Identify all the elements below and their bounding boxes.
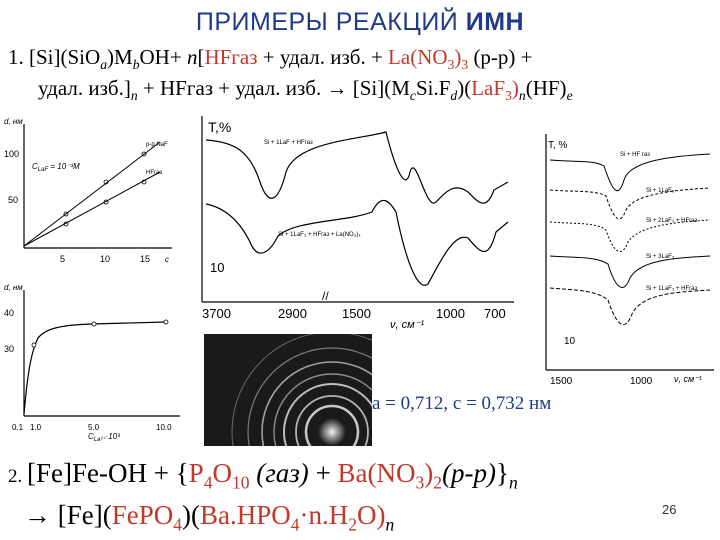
plot-1-point — [63, 211, 69, 217]
plot-2-xtick-5-0: 5.0 — [88, 423, 100, 432]
ir-2-y10: 10 — [564, 336, 576, 347]
plot-2-ytick-30: 30 — [4, 344, 14, 354]
plot-1-point — [103, 199, 109, 205]
ir-1-xtick-2900: 2900 — [278, 306, 307, 321]
diffraction-rings — [231, 334, 372, 446]
diffraction-ring — [283, 383, 372, 446]
ir-2-svg: T, % 10 Si + HF газ Si + 1LaF₃ Si + 2LaF… — [545, 134, 714, 387]
diffraction-center — [318, 418, 346, 446]
plot-1-xtick-5: 5 — [60, 254, 65, 264]
ir-spectrum-1: T,% 10 // Si + 1LaF + HFгаз Si + 1LaF₃ +… — [196, 112, 536, 334]
ir-1-curve-bottom — [205, 199, 509, 286]
plot-size-vs-concentration: d, нм 100 50 5 10 15 c CLaF = 10⁻³M p-p … — [0, 112, 178, 272]
ir-2-curve — [549, 287, 711, 326]
ir-2-xtick-1500: 1500 — [550, 376, 573, 387]
plot-1-xunit: c — [165, 255, 169, 264]
ir-1-series-bottom: Si + 1LaF₃ + HFгаз + La(NO₃)₃ — [278, 232, 361, 238]
plot-1-point — [63, 221, 69, 227]
diffraction-ring — [261, 361, 372, 446]
ir-2-curve — [549, 255, 711, 288]
ir-2-curve — [549, 153, 711, 192]
plot-1-markers — [63, 151, 147, 227]
ir-1-curve-top — [205, 131, 509, 204]
equation-2-line-1: 2. [Fe]Fe-OH + {P4O10 (газ) + Ba(NO3)2(р… — [8, 458, 518, 493]
plot-1-series-upper: p-p NaF — [146, 142, 168, 148]
ir-2-label-5: Si + 1LaF₃ + HFгаз — [646, 286, 697, 292]
ir-2-label-3: Si + 2LaF₃ + HFгаз — [646, 218, 697, 224]
slide-title: ПРИМЕРЫ РЕАКЦИЙ ИМН — [0, 8, 720, 37]
ir-1-xtick-1000: 1000 — [436, 306, 465, 321]
diffraction-ring-group — [231, 334, 372, 446]
plot-1-ytick-100: 100 — [4, 149, 19, 159]
ir-2-curve — [549, 219, 711, 253]
title-bold: ИМН — [465, 8, 525, 36]
plot-1-svg: d, нм 100 50 5 10 15 c CLaF = 10⁻³M p-p … — [4, 117, 172, 264]
ir-1-xtick-3700: 3700 — [202, 306, 231, 321]
ir-2-xtick-1000: 1000 — [630, 376, 653, 387]
equation-1-line-1: 1. [Si](SiOa)MbOH+ n[HFгаз + удал. изб. … — [8, 45, 533, 73]
plot-2-xtick-10-0: 10.0 — [156, 423, 172, 432]
ir-1-xtick-1500: 1500 — [342, 306, 371, 321]
plot-2-point — [91, 321, 97, 327]
plot-2-curve — [23, 321, 167, 415]
plot-2-point — [31, 342, 37, 348]
ir-1-ylabel: T,% — [208, 119, 231, 135]
plot-1-xtick-10: 10 — [100, 254, 110, 264]
equation-1-line-2: удал. изб.]n + HFгаз + удал. изб. → [Si]… — [38, 76, 573, 104]
plot-2-ytick-40: 40 — [4, 308, 14, 318]
lattice-parameters: a = 0,712, c = 0,732 нм — [372, 393, 552, 414]
ir-1-axis-break: // — [322, 289, 329, 303]
title-text: ПРИМЕРЫ РЕАКЦИЙ — [195, 8, 459, 36]
plot-2-point — [163, 319, 169, 325]
plot-1-point — [141, 179, 147, 185]
electron-diffraction-image — [204, 334, 372, 446]
ir-2-label-4: Si + 3LaF₃ — [646, 254, 675, 260]
diffraction-ring — [295, 395, 369, 446]
plot-1-xtick-15: 15 — [140, 254, 150, 264]
ir-2-xunit: ν, см⁻¹ — [674, 374, 702, 384]
plot-size-vs-la-concentration: d, нм 40 30 0.1 1.0 5.0 10.0 CLa³⁺·10³ — [0, 278, 186, 444]
plot-2-xtick-0-1: 0.1 — [12, 423, 24, 432]
plot-1-line-upper — [23, 141, 161, 247]
page-number: 26 — [662, 502, 677, 517]
ir-2-label-2: Si + 1LaF₃ — [646, 188, 675, 194]
plot-1-ytick-50: 50 — [8, 195, 18, 205]
ir-2-curve — [549, 187, 711, 220]
diffraction-ring — [247, 347, 372, 446]
plot-1-point — [103, 179, 109, 185]
ir-1-xtick-700: 700 — [484, 306, 506, 321]
ir-1-svg: T,% 10 // Si + 1LaF + HFгаз Si + 1LaF₃ +… — [201, 116, 514, 331]
diffraction-ring — [304, 404, 360, 446]
equation-2-line-2: → [Fe](FePO4)(Ba.HPO4·n.H2O)n — [24, 500, 395, 535]
ir-1-xunit: ν, см⁻¹ — [390, 319, 424, 331]
plot-2-markers — [31, 319, 169, 348]
ir-2-ylabel: T, % — [548, 140, 568, 151]
plot-2-xtick-1-0: 1.0 — [30, 423, 42, 432]
diffraction-ring — [231, 334, 372, 446]
ir-1-series-top: Si + 1LaF + HFгаз — [264, 140, 313, 146]
plot-2-xlabel: CLa³⁺·10³ — [88, 432, 120, 443]
plot-1-series-lower: HFгаз — [146, 170, 162, 176]
plot-2-ylabel: d, нм — [4, 283, 23, 292]
plot-1-point — [141, 151, 147, 157]
ir-1-y10: 10 — [210, 260, 224, 275]
plot-1-ylabel: d, нм — [4, 117, 23, 126]
ir-2-label-1: Si + HF газ — [620, 152, 650, 158]
ir-spectrum-2: T, % 10 Si + HF газ Si + 1LaF₃ Si + 2LaF… — [534, 130, 718, 392]
plot-2-svg: d, нм 40 30 0.1 1.0 5.0 10.0 CLa³⁺·10³ — [4, 283, 180, 443]
diffraction-ring — [273, 373, 372, 446]
plot-1-annotation: CLaF = 10⁻³M — [32, 162, 80, 173]
plot-1-line-lower — [23, 171, 161, 247]
